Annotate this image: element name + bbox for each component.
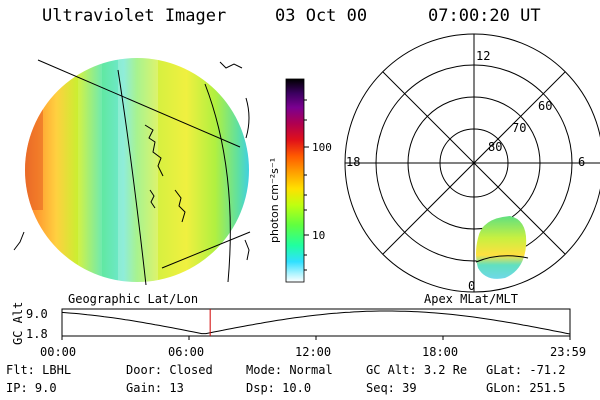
colorbar: 100 10 photon cm⁻²s⁻¹ — [268, 78, 332, 283]
geographic-map — [13, 58, 251, 286]
gc-xtick-3: 18:00 — [422, 345, 458, 359]
status-filter: Flt: LBHL — [6, 363, 72, 377]
gc-alt-plot: GC Alt 9.0 1.8 00:00 06:00 12:00 18:00 2… — [11, 302, 586, 359]
status-gc-alt: GC Alt: 3.2 Re — [366, 363, 468, 377]
left-map-caption: Geographic Lat/Lon — [68, 292, 198, 306]
gc-altitude-curve — [61, 310, 571, 335]
colorbar-gradient — [285, 78, 305, 283]
status-mode: Mode: Normal — [246, 363, 333, 377]
lat-label-80: 80 — [488, 140, 502, 154]
status-ip: IP: 9.0 — [6, 381, 57, 395]
status-gain: Gain: 13 — [126, 381, 184, 395]
mlt-label-6: 6 — [578, 155, 585, 169]
gc-ytick-top: 9.0 — [26, 307, 48, 321]
mlt-label-0: 0 — [468, 279, 475, 293]
gc-axis-label: GC Alt — [11, 302, 25, 345]
status-glon: GLon: 251.5 — [486, 381, 566, 395]
gc-xtick-4: 23:59 — [550, 345, 586, 359]
polar-oval-boundary — [475, 255, 529, 263]
instrument-title: Ultraviolet Imager — [42, 6, 227, 26]
status-glat: GLat: -71.2 — [486, 363, 566, 377]
mlt-label-18: 18 — [346, 155, 360, 169]
gc-xtick-0: 00:00 — [40, 345, 76, 359]
map-overlay-lines — [13, 59, 251, 286]
lat-label-60: 60 — [538, 99, 552, 113]
colorbar-unit-label: photon cm⁻²s⁻¹ — [268, 158, 281, 243]
status-door: Door: Closed — [126, 363, 213, 377]
auroral-oval-image — [476, 216, 527, 279]
polar-map — [344, 33, 600, 293]
colorbar-label-10: 10 — [312, 229, 325, 242]
uv-speckle — [25, 58, 158, 282]
colorbar-label-100: 100 — [312, 141, 332, 154]
status-dsp: Dsp: 10.0 — [246, 381, 312, 395]
right-map-caption: Apex MLat/MLT — [424, 292, 518, 306]
observation-date: 03 Oct 00 — [275, 6, 368, 26]
gc-xtick-1: 06:00 — [168, 345, 204, 359]
mlt-label-12: 12 — [476, 49, 490, 63]
uv-image-disk — [25, 58, 249, 282]
gc-plot-frame — [61, 308, 571, 337]
gc-xtick-2: 12:00 — [295, 345, 331, 359]
observation-time: 07:00:20 UT — [428, 6, 541, 26]
status-seq: Seq: 39 — [366, 381, 417, 395]
gc-ytick-bottom: 1.8 — [26, 327, 48, 341]
lat-label-70: 70 — [512, 121, 526, 135]
